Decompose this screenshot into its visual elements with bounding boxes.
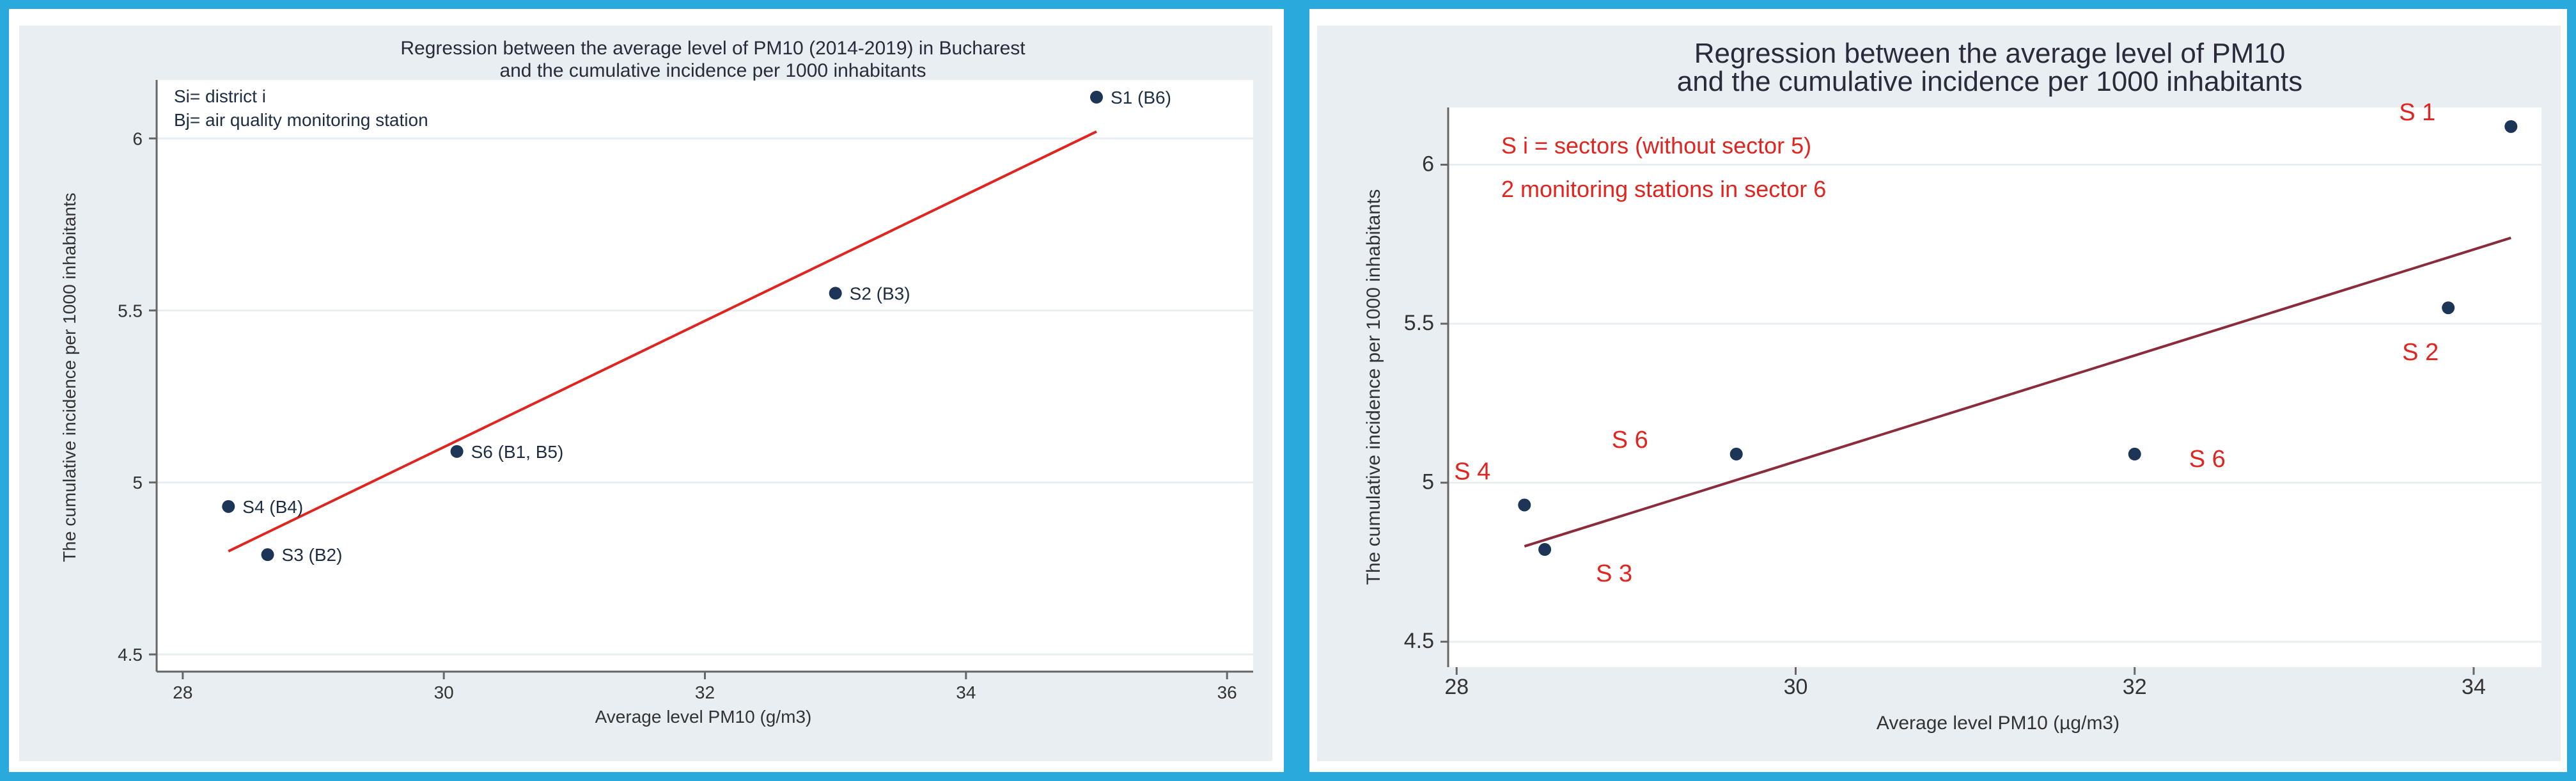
left-x-axis-label: Average level PM10 (g/m3)	[595, 707, 812, 727]
l-data-label: S2 (B3)	[850, 283, 910, 303]
l-data-label: S1 (B6)	[1111, 88, 1171, 107]
r-x-tick-label: 28	[1444, 675, 1469, 699]
l-data-point	[261, 548, 274, 562]
right-chart-title-line2: and the cumulative incidence per 1000 in…	[1677, 66, 2302, 97]
r-data-point	[2442, 301, 2455, 315]
l-data-label: S3 (B2)	[282, 545, 343, 565]
l-y-tick-label: 5.5	[118, 301, 143, 320]
l-data-point	[450, 445, 464, 458]
left-chart-title-line1: Regression between the average level of …	[400, 38, 1026, 59]
l-x-tick-label: 32	[695, 682, 715, 702]
left-chart: 4.5 5 5.5 6 28 30 32 34 36 Regression between th…	[19, 26, 1272, 761]
r-y-tick-label: 6	[1422, 152, 1434, 176]
r-data-label: S 1	[2399, 99, 2435, 126]
right-regression-line	[1524, 236, 2511, 548]
l-y-tick-label: 5	[132, 473, 143, 493]
left-annotation-district: Si= district i	[174, 86, 266, 106]
r-x-tick-label: 32	[2123, 675, 2147, 699]
left-annotation-station: Bj= air quality monitoring station	[174, 110, 428, 130]
right-x-axis-label: Average level PM10 (µg/m3)	[1877, 713, 2119, 734]
left-y-axis-label: The cumulative incidence per 1000 inhabi…	[59, 193, 79, 562]
panel-separator	[1284, 9, 1309, 772]
l-x-tick-label: 36	[1217, 682, 1237, 702]
l-data-label: S6 (B1, B5)	[471, 442, 564, 462]
r-data-point	[2504, 120, 2518, 133]
l-y-tick-label: 6	[132, 129, 143, 148]
right-plot-area	[1448, 107, 2541, 667]
r-data-label: S 6	[1612, 427, 1648, 454]
r-data-label: S 6	[2189, 446, 2226, 473]
r-y-tick-label: 4.5	[1404, 629, 1434, 653]
l-data-point	[829, 287, 842, 300]
r-y-tick-label: 5	[1422, 470, 1434, 494]
r-x-tick-label: 34	[2462, 675, 2486, 699]
r-data-label: S 2	[2402, 339, 2439, 366]
l-data-point	[1090, 90, 1103, 104]
l-x-tick-label: 28	[173, 682, 192, 702]
r-x-tick-label: 30	[1784, 675, 1808, 699]
left-plot-area	[157, 80, 1253, 672]
left-regression-line	[228, 130, 1097, 553]
right-annotation-sectors: S i = sectors (without sector 5)	[1501, 132, 1811, 159]
right-chart-title-line1: Regression between the average level of …	[1694, 38, 2286, 69]
l-data-point	[222, 500, 235, 513]
r-data-point	[2128, 447, 2141, 461]
left-chart-title-line2: and the cumulative incidence per 1000 in…	[499, 60, 926, 81]
r-data-point	[1538, 543, 1552, 556]
l-data-label: S4 (B4)	[242, 497, 303, 517]
r-y-tick-label: 5.5	[1404, 311, 1434, 335]
l-y-tick-label: 4.5	[118, 645, 143, 665]
right-chart: 4.5 5 5.5 6 28 30 32 34 Regression between the …	[1317, 26, 2561, 761]
right-y-axis-label: The cumulative incidence per 1000 inhabi…	[1363, 189, 1384, 585]
right-annotation-stations: 2 monitoring stations in sector 6	[1501, 176, 1826, 202]
l-x-tick-label: 30	[434, 682, 454, 702]
l-x-tick-label: 34	[956, 682, 976, 702]
r-data-label: S 3	[1596, 560, 1632, 587]
r-data-label: S 4	[1454, 458, 1490, 485]
r-data-point	[1729, 447, 1743, 461]
r-data-point	[1518, 498, 1531, 512]
